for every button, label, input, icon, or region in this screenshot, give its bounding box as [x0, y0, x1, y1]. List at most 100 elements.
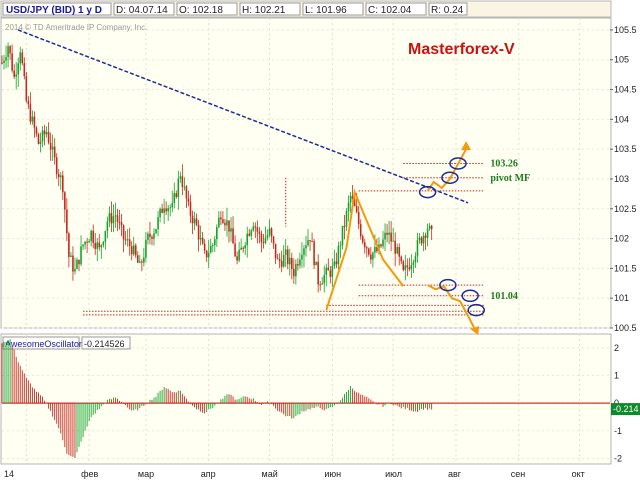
symbol-label[interactable]: USD/JPY (BID) 1 y D [6, 5, 102, 16]
candle-body [376, 246, 378, 252]
candle-body [392, 240, 394, 242]
candle-body [305, 245, 307, 249]
candle-body [70, 255, 72, 257]
candle-body [59, 175, 62, 178]
candle-body [234, 243, 236, 257]
candle-body [315, 261, 317, 266]
date-label: D: 04.07.14 [116, 5, 168, 16]
candle-body [7, 46, 9, 58]
candle-body [187, 198, 190, 202]
candle-body [195, 218, 198, 226]
candle-body [266, 234, 269, 238]
candle-body [130, 246, 133, 255]
candle-body [337, 246, 340, 265]
osc-last-value-box [611, 403, 640, 416]
candle-body [126, 239, 129, 241]
candle-body [92, 230, 94, 243]
candle-body [339, 245, 342, 247]
candle-body [21, 52, 24, 64]
candle-body [236, 256, 238, 261]
candle-body [343, 225, 346, 227]
candle-body [31, 116, 34, 122]
candle-body [361, 236, 364, 243]
price-tick-label: 105.5 [614, 25, 637, 35]
candle-body [370, 254, 372, 260]
candle-body [19, 52, 22, 64]
candle-body [9, 46, 11, 54]
candle-body [157, 217, 159, 230]
candle-body [240, 247, 242, 250]
candle-body [295, 264, 297, 277]
level-label: 101.04 [490, 291, 517, 302]
candle-body [400, 256, 403, 262]
candle-body [203, 243, 206, 251]
oscillator-value: -0.214526 [84, 339, 125, 349]
candle-body [319, 284, 321, 286]
candle-body [25, 76, 28, 101]
candle-body [216, 227, 218, 240]
price-pane [0, 17, 612, 329]
candle-body [382, 239, 384, 247]
candle-body [90, 230, 92, 242]
candle-body [175, 193, 178, 198]
candle-body [232, 228, 234, 244]
candle-body [1, 62, 3, 64]
oscillator-name[interactable]: AwesomeOscillator [5, 339, 82, 349]
candle-body [280, 260, 283, 267]
candle-body [244, 245, 246, 249]
candle-body [53, 146, 56, 158]
price-tick-label: 101 [614, 293, 629, 303]
target-marker-circle [467, 303, 485, 317]
candles [1, 42, 433, 293]
candle-body [353, 199, 356, 206]
candle-body [94, 242, 97, 249]
candle-body [153, 233, 155, 239]
close-label: C: 102.04 [368, 5, 412, 16]
candle-body [268, 228, 271, 235]
price-tick-label: 103.5 [614, 144, 637, 154]
candle-body [114, 215, 117, 217]
copyright-text: 2014 © TD Ameritrade IP Company, Inc. [5, 23, 147, 32]
candle-body [297, 264, 299, 266]
candle-body [149, 233, 151, 237]
time-tick-label: авг [448, 469, 462, 479]
price-tick-label: 101.5 [614, 263, 637, 273]
candle-body [51, 146, 54, 150]
candle-body [311, 241, 313, 243]
candle-body [199, 237, 202, 240]
candle-body [418, 237, 421, 241]
candle-body [248, 233, 251, 236]
arrow-down-marker [470, 326, 480, 335]
candle-body [98, 242, 101, 248]
symbol-box[interactable] [2, 2, 112, 16]
candle-body [426, 228, 429, 238]
candle-body [5, 57, 7, 61]
candle-body [72, 255, 74, 272]
candle-body [78, 259, 80, 265]
candle-body [15, 74, 17, 77]
candle-body [270, 228, 273, 237]
oscillator-bars [1, 339, 433, 459]
candle-body [165, 208, 167, 212]
candle-body [112, 216, 115, 224]
candle-body [307, 240, 309, 246]
candle-body [372, 252, 374, 260]
candle-body [163, 208, 165, 213]
candle-body [218, 217, 220, 228]
candle-body [120, 222, 123, 226]
candle-body [151, 236, 153, 239]
projection-down-path [427, 284, 476, 329]
candle-body [128, 239, 131, 247]
candle-body [420, 237, 423, 244]
candle-body [256, 227, 259, 232]
candle-body [39, 141, 42, 144]
target-marker-circle [461, 289, 479, 303]
candle-body [141, 261, 143, 263]
candle-body [66, 209, 68, 234]
candle-body [201, 237, 204, 244]
candle-body [272, 236, 275, 244]
candle-body [388, 232, 390, 235]
level-label: pivot MF [490, 173, 530, 184]
candle-body [35, 127, 38, 134]
price-tick-label: 100.5 [614, 323, 637, 333]
